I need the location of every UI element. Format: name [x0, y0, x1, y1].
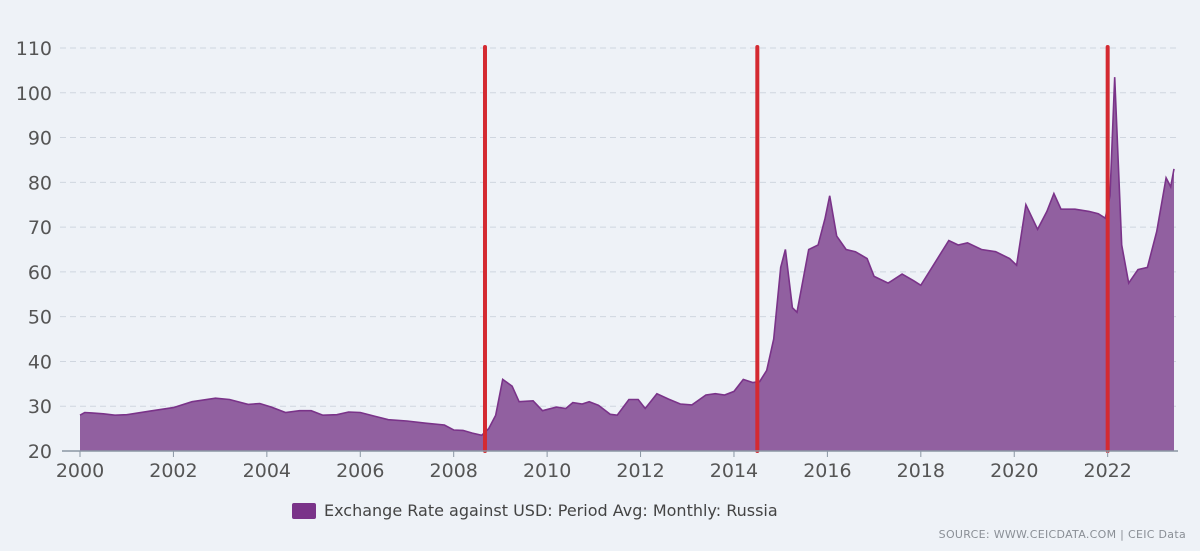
y-tick-label: 30	[28, 396, 52, 418]
data-area	[79, 77, 1175, 451]
x-axis: 2000 2002 2004 2006 2008 2010 2012 2014 2016 2018…	[56, 450, 1178, 482]
x-tick-label: 2006	[336, 460, 384, 482]
x-tick-label: 2016	[803, 460, 851, 482]
x-tick-label: 2022	[1083, 460, 1131, 482]
y-tick-label: 50	[28, 307, 52, 329]
x-tick-label: 2010	[523, 460, 571, 482]
y-tick-label: 70	[28, 217, 52, 239]
x-tick-label: 2008	[430, 460, 478, 482]
y-tick-label: 80	[28, 172, 52, 194]
y-tick-label: 40	[28, 351, 52, 373]
x-tick-label: 2012	[616, 460, 664, 482]
annotation-lines	[482, 45, 1110, 453]
x-tick-label: 2000	[56, 460, 104, 482]
y-tick-label: 100	[16, 83, 52, 105]
y-tick-label: 60	[28, 262, 52, 284]
x-tick-label: 2002	[149, 460, 197, 482]
legend-label: Exchange Rate against USD: Period Avg: M…	[324, 501, 778, 520]
series-line	[79, 77, 1175, 437]
source-credit: SOURCE: WWW.CEICDATA.COM | CEIC Data	[938, 528, 1186, 541]
legend-swatch	[292, 502, 316, 519]
series-area	[80, 77, 1174, 451]
y-tick-label: 110	[16, 38, 52, 60]
x-tick-label: 2014	[710, 460, 758, 482]
x-tick-label: 2020	[990, 460, 1038, 482]
legend[interactable]: Exchange Rate against USD: Period Avg: M…	[292, 501, 778, 520]
y-axis-labels: 20 30 40 50 60 70 80 90 100 110	[16, 38, 52, 463]
y-tick-label: 90	[28, 128, 52, 150]
x-tick-label: 2018	[897, 460, 945, 482]
y-tick-label: 20	[28, 441, 52, 463]
x-tick-label: 2004	[243, 460, 291, 482]
